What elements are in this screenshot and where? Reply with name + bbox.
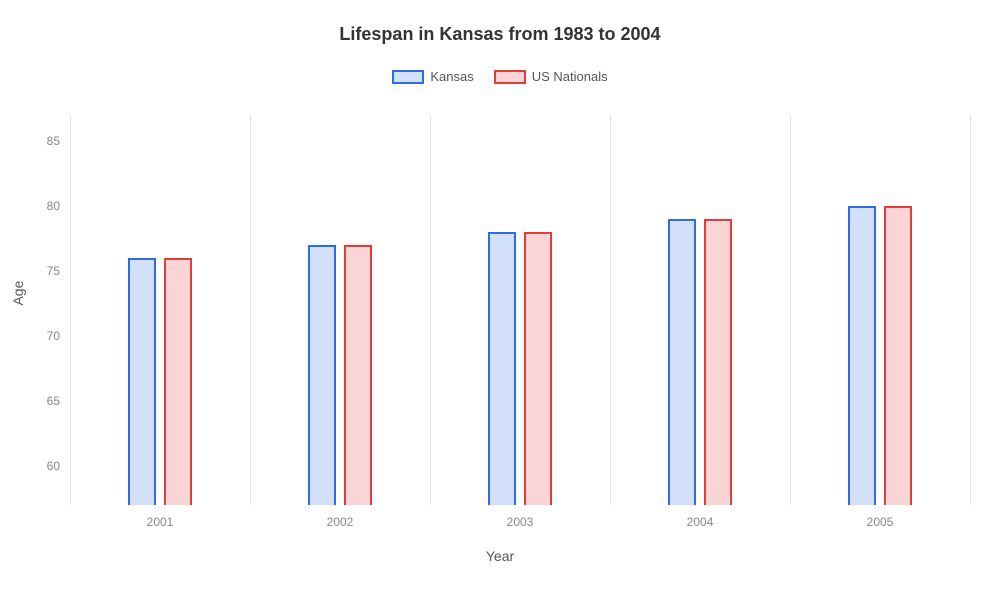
- bar: [164, 258, 192, 505]
- bar: [704, 219, 732, 505]
- bar: [344, 245, 372, 505]
- bar: [668, 219, 696, 505]
- bar: [848, 206, 876, 505]
- gridline: [430, 115, 431, 505]
- legend-swatch-usnationals: [494, 70, 526, 84]
- gridline: [790, 115, 791, 505]
- bar: [524, 232, 552, 505]
- x-tick-label: 2003: [507, 515, 534, 529]
- chart-title: Lifespan in Kansas from 1983 to 2004: [0, 0, 1000, 45]
- x-tick-label: 2005: [867, 515, 894, 529]
- y-tick-label: 75: [30, 264, 60, 278]
- y-tick-label: 70: [30, 329, 60, 343]
- bar: [884, 206, 912, 505]
- y-tick-label: 85: [30, 134, 60, 148]
- chart-container: Lifespan in Kansas from 1983 to 2004 Kan…: [0, 0, 1000, 600]
- legend: Kansas US Nationals: [0, 69, 1000, 84]
- gridline: [70, 115, 71, 505]
- bar: [308, 245, 336, 505]
- legend-swatch-kansas: [392, 70, 424, 84]
- gridline: [970, 115, 971, 505]
- gridline: [250, 115, 251, 505]
- plot-area: [70, 115, 970, 505]
- y-tick-label: 80: [30, 199, 60, 213]
- gridline: [610, 115, 611, 505]
- bar: [128, 258, 156, 505]
- x-tick-label: 2002: [327, 515, 354, 529]
- x-tick-label: 2004: [687, 515, 714, 529]
- y-tick-label: 60: [30, 459, 60, 473]
- legend-item-kansas: Kansas: [392, 69, 473, 84]
- x-axis-label: Year: [486, 548, 514, 564]
- legend-item-usnationals: US Nationals: [494, 69, 608, 84]
- y-axis-label: Age: [10, 281, 26, 306]
- x-tick-label: 2001: [147, 515, 174, 529]
- bar: [488, 232, 516, 505]
- legend-label-kansas: Kansas: [430, 69, 473, 84]
- legend-label-usnationals: US Nationals: [532, 69, 608, 84]
- y-tick-label: 65: [30, 394, 60, 408]
